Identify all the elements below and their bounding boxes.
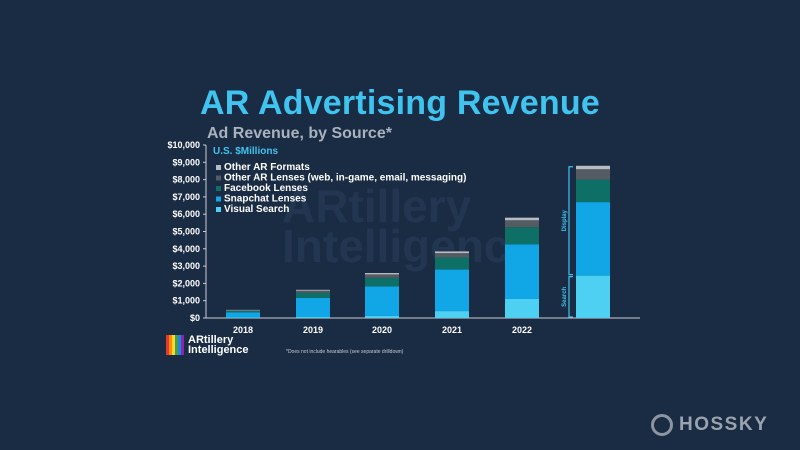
legend-swatch bbox=[216, 175, 221, 181]
bar-segment-other-ar-lenses-web-in-game-email-messaging bbox=[226, 310, 260, 311]
bar-segment-facebook-lenses bbox=[435, 257, 469, 270]
y-tick-label: $7,000 bbox=[172, 192, 200, 202]
bar-segment-visual-search bbox=[435, 311, 469, 318]
logo-line2: Intelligence bbox=[188, 344, 249, 356]
chart-subtitle: Ad Revenue, by Source* bbox=[207, 125, 392, 142]
annotation-bracket bbox=[568, 166, 573, 276]
bar-segment-other-ar-formats bbox=[505, 217, 539, 221]
watermark-line2: Intelligence bbox=[282, 220, 535, 272]
y-tick-label: $6,000 bbox=[172, 209, 200, 219]
units-label: U.S. $Millions bbox=[213, 146, 279, 157]
hossky-logo-icon bbox=[651, 414, 673, 436]
bar-segment-snapchat-lenses bbox=[365, 286, 399, 316]
bar-series bbox=[226, 165, 610, 318]
artillery-logo: ARtillery Intelligence bbox=[166, 333, 249, 357]
bar-segment-snapchat-lenses bbox=[576, 202, 610, 276]
y-tick-label: $0 bbox=[190, 313, 200, 323]
bar-segment-facebook-lenses bbox=[576, 179, 610, 203]
bar-segment-other-ar-formats bbox=[576, 165, 610, 170]
legend-swatch bbox=[216, 186, 221, 191]
y-tick-label: $4,000 bbox=[172, 244, 200, 254]
logo-stripe bbox=[169, 335, 172, 355]
logo-stripe bbox=[175, 335, 178, 355]
footnote: *Does not include hearables (see separat… bbox=[286, 349, 404, 355]
bar-segment-other-ar-lenses-web-in-game-email-messaging bbox=[576, 169, 610, 180]
watermark-line1: ARtillery bbox=[282, 180, 472, 232]
logo-stripe bbox=[181, 335, 184, 355]
bar-segment-visual-search bbox=[365, 315, 399, 318]
bar-segment-other-ar-formats bbox=[226, 309, 260, 311]
bar-segment-other-ar-lenses-web-in-game-email-messaging bbox=[365, 274, 399, 278]
legend-label: Other AR Formats bbox=[224, 162, 310, 173]
legend-label: Visual Search bbox=[224, 204, 289, 215]
x-tick-label: 2018 bbox=[233, 325, 253, 335]
y-axis: $0 $1,000 $2,000 $3,000 $4,000 $5,000 $6,000 $7… bbox=[167, 140, 640, 323]
legend-label: Snapchat Lenses bbox=[224, 194, 307, 205]
x-tick-label: 2020 bbox=[372, 325, 392, 335]
bar-segment-other-ar-formats bbox=[435, 251, 469, 254]
legend-swatch bbox=[216, 196, 221, 202]
logo-stripe bbox=[178, 335, 181, 355]
annotation-label: Search bbox=[562, 286, 568, 306]
bar-segment-other-ar-formats bbox=[365, 273, 399, 275]
x-tick-label: 2019 bbox=[303, 325, 323, 335]
bar-segment-visual-search bbox=[226, 317, 260, 318]
y-tick-label: $1,000 bbox=[172, 296, 200, 306]
annotation-label: Display bbox=[562, 209, 568, 231]
bar-segment-snapchat-lenses bbox=[505, 244, 539, 299]
x-axis: 2018 2019 2020 2021 2022 bbox=[233, 325, 532, 335]
y-tick-label: $2,000 bbox=[172, 278, 200, 288]
bar-segment-visual-search bbox=[576, 275, 610, 318]
bar-segment-facebook-lenses bbox=[226, 310, 260, 313]
legend-swatch bbox=[216, 165, 221, 170]
x-tick-label: 2022 bbox=[512, 325, 532, 335]
logo-stripes bbox=[166, 335, 184, 355]
bar-segment-other-ar-formats bbox=[296, 289, 330, 291]
bar-segment-other-ar-lenses-web-in-game-email-messaging bbox=[505, 220, 539, 228]
logo-stripe bbox=[172, 335, 175, 355]
bar-segment-snapchat-lenses bbox=[296, 297, 330, 317]
hossky-watermark: HOSSKY bbox=[651, 414, 768, 436]
bar-segment-facebook-lenses bbox=[365, 277, 399, 287]
annotation-bracket bbox=[568, 276, 573, 318]
bar-segment-facebook-lenses bbox=[505, 227, 539, 245]
chart-title: AR Advertising Revenue bbox=[200, 84, 600, 122]
legend-swatch bbox=[216, 207, 221, 212]
logo-line1: ARtillery bbox=[188, 334, 234, 346]
y-tick-label: $3,000 bbox=[172, 261, 200, 271]
annotations: Display Search bbox=[562, 166, 573, 318]
y-tick-label: $8,000 bbox=[172, 175, 200, 185]
y-tick-label: $10,000 bbox=[167, 140, 200, 150]
bar-segment-snapchat-lenses bbox=[226, 312, 260, 318]
logo-stripe bbox=[166, 335, 169, 355]
bar-segment-snapchat-lenses bbox=[435, 269, 469, 312]
legend-label: Other AR Lenses (web, in-game, email, me… bbox=[224, 173, 466, 184]
bar-segment-other-ar-lenses-web-in-game-email-messaging bbox=[435, 253, 469, 258]
y-tick-label: $9,000 bbox=[172, 157, 200, 167]
bar-segment-other-ar-lenses-web-in-game-email-messaging bbox=[296, 290, 330, 293]
hossky-brand-text: HOSSKY bbox=[679, 414, 769, 435]
bar-segment-visual-search bbox=[296, 316, 330, 318]
x-tick-label: 2021 bbox=[442, 325, 462, 335]
bar-segment-visual-search bbox=[505, 298, 539, 318]
bar-segment-facebook-lenses bbox=[296, 292, 330, 298]
legend-label: Facebook Lenses bbox=[224, 183, 308, 194]
y-tick-label: $5,000 bbox=[172, 227, 200, 237]
